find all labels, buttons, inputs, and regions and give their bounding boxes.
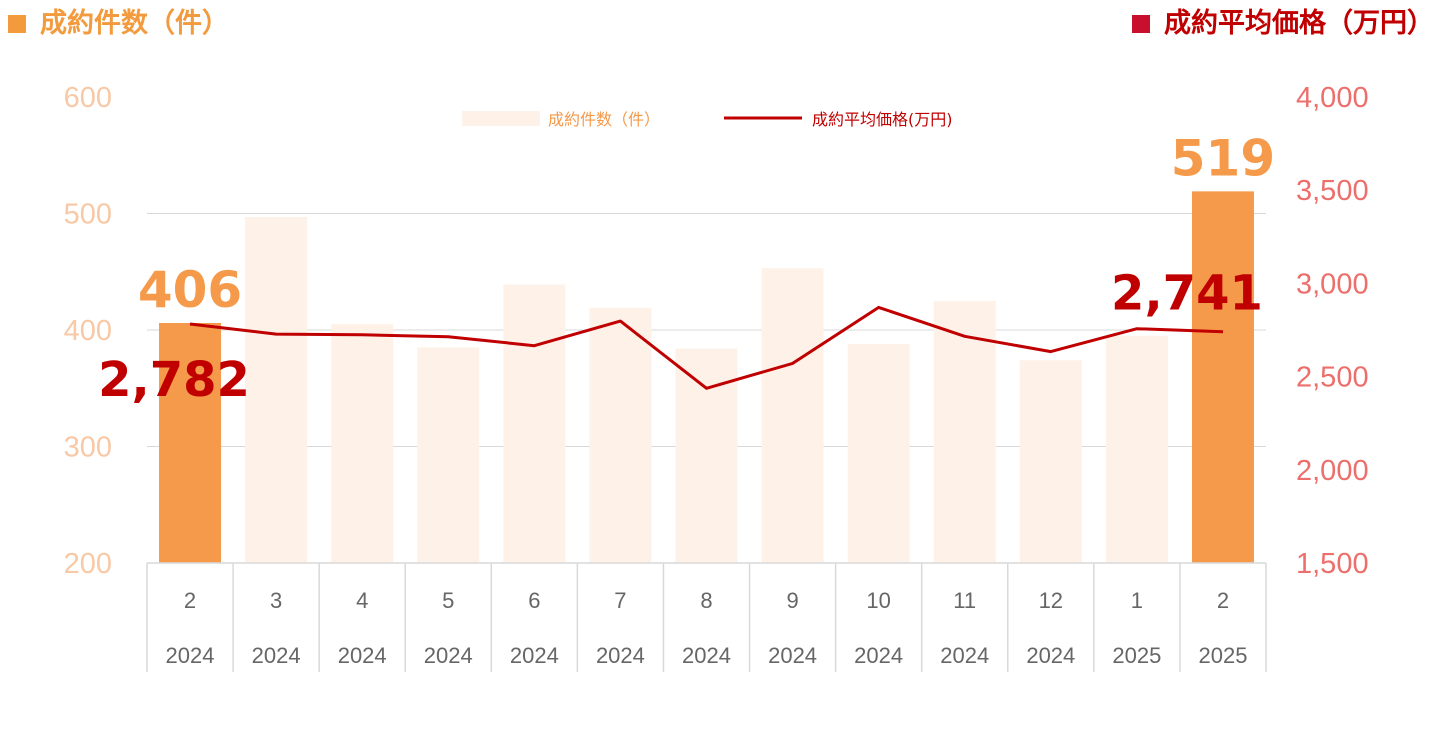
left-axis-ticks: 200 300 400 500 600 xyxy=(64,82,112,580)
bar xyxy=(933,300,996,563)
right-axis-tick: 3,000 xyxy=(1296,268,1369,300)
right-axis-title: 成約平均価格（万円） xyxy=(1132,4,1434,44)
category-label: 10 xyxy=(866,588,890,613)
bar xyxy=(245,216,308,563)
bar xyxy=(1105,335,1168,563)
legend: 成約件数（件） 成約平均価格(万円) xyxy=(462,110,953,129)
left-axis-tick: 300 xyxy=(64,432,112,464)
left-axis-tick: 500 xyxy=(64,199,112,231)
category-year-label: 2024 xyxy=(1026,643,1075,668)
price-line xyxy=(189,305,1224,390)
category-label: 2 xyxy=(184,588,196,613)
category-label: 2 xyxy=(1217,588,1229,613)
right-axis-tick: 2,500 xyxy=(1296,362,1369,394)
category-year-label: 2024 xyxy=(510,643,559,668)
right-title-square-icon xyxy=(1132,15,1150,33)
legend-line-label: 成約平均価格(万円) xyxy=(812,110,953,129)
price-data-label: 2,782 xyxy=(98,352,250,408)
left-axis-title-text: 成約件数（件） xyxy=(40,8,229,39)
category-label: 11 xyxy=(953,588,976,613)
legend-bar-swatch xyxy=(462,111,540,126)
bars xyxy=(159,191,1254,564)
left-axis-tick: 400 xyxy=(64,315,112,347)
legend-bar-label: 成約件数（件） xyxy=(548,110,660,129)
category-year-label: 2024 xyxy=(252,643,301,668)
category-year-label: 2024 xyxy=(940,643,989,668)
category-year-label: 2025 xyxy=(1112,643,1161,668)
bar xyxy=(1019,360,1082,563)
right-axis-ticks: 1,500 2,000 2,500 3,000 3,500 4,000 xyxy=(1296,82,1369,580)
data-labels: 406 2,782 519 2,741 xyxy=(98,129,1275,408)
bar xyxy=(1191,191,1254,564)
right-axis-tick: 3,500 xyxy=(1296,175,1369,207)
count-data-label: 519 xyxy=(1171,129,1275,187)
bar xyxy=(503,284,566,563)
category-year-label: 2024 xyxy=(338,643,387,668)
category-label: 4 xyxy=(356,588,368,613)
left-axis-tick: 600 xyxy=(64,82,112,114)
left-axis-title: 成約件数（件） xyxy=(8,4,229,44)
category-label: 1 xyxy=(1131,588,1143,613)
category-label: 7 xyxy=(614,588,626,613)
right-axis-tick: 4,000 xyxy=(1296,82,1369,114)
count-data-label: 406 xyxy=(138,261,242,319)
right-axis-tick: 1,500 xyxy=(1296,548,1369,580)
category-year-label: 2025 xyxy=(1198,643,1247,668)
bar xyxy=(417,347,480,563)
category-axis: 2 2024 3 2024 4 2024 5 2024 6 2024 7 2024 8 2024 9 2024… xyxy=(146,562,1267,672)
category-label: 9 xyxy=(786,588,798,613)
left-title-square-icon xyxy=(8,15,26,33)
right-axis-title-text: 成約平均価格（万円） xyxy=(1164,8,1434,39)
bar xyxy=(159,323,222,563)
left-axis-tick: 200 xyxy=(64,548,112,580)
bar xyxy=(675,348,738,563)
category-year-label: 2024 xyxy=(854,643,903,668)
category-year-label: 2024 xyxy=(166,643,215,668)
category-label: 8 xyxy=(700,588,712,613)
right-axis-tick: 2,000 xyxy=(1296,455,1369,487)
category-label: 5 xyxy=(442,588,454,613)
category-label: 6 xyxy=(528,588,540,613)
bar xyxy=(761,268,824,563)
category-year-label: 2024 xyxy=(596,643,645,668)
category-label: 3 xyxy=(270,588,282,613)
category-year-label: 2024 xyxy=(768,643,817,668)
bar xyxy=(331,324,394,563)
category-year-label: 2024 xyxy=(424,643,473,668)
bar xyxy=(847,343,910,563)
bar xyxy=(589,307,652,563)
category-label: 12 xyxy=(1039,588,1063,613)
price-data-label: 2,741 xyxy=(1111,266,1263,322)
category-year-label: 2024 xyxy=(682,643,731,668)
price-series-line xyxy=(189,305,1224,390)
